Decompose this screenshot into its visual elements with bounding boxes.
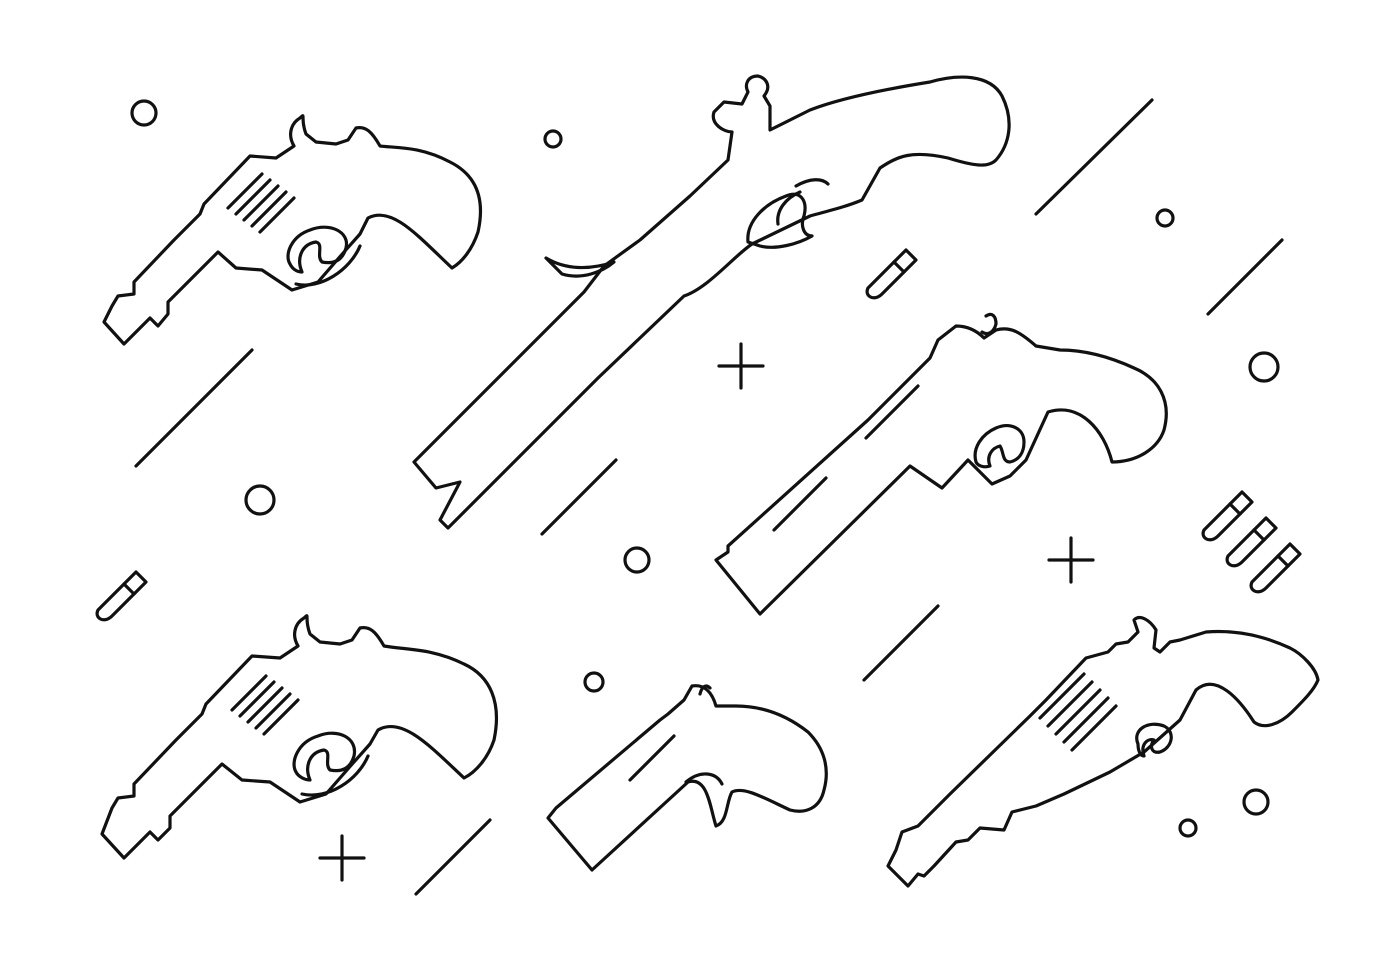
plus-icon (717, 342, 765, 390)
bullets (95, 248, 1302, 622)
slash-line-icon (414, 818, 492, 896)
plus-signs (318, 342, 1095, 882)
circle-icon (1178, 818, 1198, 838)
flintlock-pistol-icon (412, 74, 1011, 530)
revolver-icon (102, 114, 483, 346)
slash-lines (134, 98, 1284, 896)
long-barrel-revolver-icon (714, 312, 1168, 616)
slash-line-icon (1034, 98, 1154, 216)
plus-icon (318, 834, 366, 882)
slash-line-icon (134, 348, 254, 468)
slash-line-icon (862, 604, 940, 682)
bullet-icon (865, 248, 918, 300)
bullet-icon (95, 570, 148, 622)
circle-icon (583, 671, 605, 693)
bullet-trio-icon (1201, 490, 1302, 594)
derringer-icon (546, 684, 828, 872)
revolver-icon (100, 614, 499, 860)
circle-icon (244, 484, 276, 516)
plus-icon (1047, 536, 1095, 584)
circle-icon (1248, 351, 1280, 383)
circle-icon (623, 546, 651, 574)
slash-line-icon (1206, 238, 1284, 316)
circle-icon (130, 99, 158, 127)
circle-icon (1242, 788, 1270, 816)
slash-line-icon (540, 458, 618, 536)
circle-icon (1155, 208, 1175, 228)
revolver-icon (886, 616, 1320, 888)
circles (130, 99, 1280, 838)
circle-icon (543, 129, 563, 149)
